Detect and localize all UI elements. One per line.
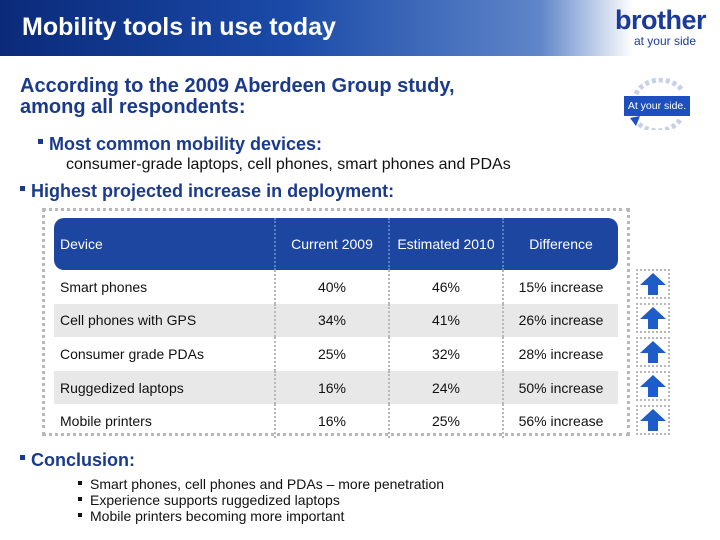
table-header-row: Device Current 2009 Estimated 2010 Diffe… <box>54 218 618 270</box>
bullet-conclusion-label: Conclusion: <box>31 450 135 470</box>
subtitle-line-2: among all respondents: <box>20 96 246 118</box>
up-arrow-icon <box>636 371 670 401</box>
cell-difference: 56% increase <box>502 404 618 438</box>
up-arrow-icon <box>636 303 670 333</box>
cell-estimated: 24% <box>388 370 503 405</box>
logo-tagline: at your side <box>633 34 696 48</box>
cell-estimated: 32% <box>388 337 503 371</box>
brother-logo: brother at your side <box>596 5 707 48</box>
at-your-side-badge: At your side. <box>622 78 694 130</box>
list-item-text: Smart phones, cell phones and PDAs – mor… <box>90 476 445 492</box>
cell-device: Consumer grade PDAs <box>60 345 204 362</box>
cell-device: Smart phones <box>60 278 148 295</box>
table-row: Smart phones 40% 46% 15% increase <box>54 270 618 304</box>
cell-device: Ruggedized laptops <box>54 370 275 405</box>
header-estimated-2010: Estimated 2010 <box>388 218 503 270</box>
up-arrow-icon <box>636 269 670 299</box>
bullet-most-common: Most common mobility devices: <box>38 134 322 155</box>
cell-current: 25% <box>274 337 389 371</box>
cell-estimated: 41% <box>388 303 503 338</box>
cell-difference: 15% increase <box>502 270 618 304</box>
subtitle-line-1: According to the 2009 Aberdeen Group stu… <box>20 75 455 97</box>
header-current-2009: Current 2009 <box>274 218 389 270</box>
cell-difference: 50% increase <box>502 370 618 405</box>
header-device: Device <box>54 218 275 270</box>
bullet-most-common-detail: consumer-grade laptops, cell phones, sma… <box>66 156 511 173</box>
bullet-most-common-label: Most common mobility devices: <box>49 134 323 154</box>
bullet-square-icon <box>78 481 82 486</box>
badge-label: At your side. <box>624 96 690 116</box>
header-difference: Difference <box>502 218 618 270</box>
cell-device: Mobile printers <box>60 413 152 430</box>
title-bar: Mobility tools in use today brother at y… <box>0 0 720 56</box>
cell-difference: 28% increase <box>502 337 618 371</box>
bullet-conclusion: Conclusion: <box>20 450 135 471</box>
bullet-highest-increase-label: Highest projected increase in deployment… <box>31 181 395 201</box>
bullet-square-icon <box>20 185 25 191</box>
logo-brand: brother <box>615 5 707 35</box>
list-item: Experience supports ruggedized laptops <box>78 492 444 508</box>
table-row: Consumer grade PDAs 25% 32% 28% increase <box>54 337 618 371</box>
bullet-square-icon <box>20 454 25 460</box>
circular-arrow-icon <box>630 78 684 130</box>
cell-estimated: 46% <box>388 270 503 304</box>
up-arrow-icon <box>636 337 670 367</box>
table-row: Ruggedized laptops 16% 24% 50% increase <box>54 370 618 405</box>
list-item: Mobile printers becoming more important <box>78 508 444 524</box>
deployment-table: Device Current 2009 Estimated 2010 Diffe… <box>54 218 618 438</box>
list-item-text: Mobile printers becoming more important <box>90 508 345 524</box>
page-title: Mobility tools in use today <box>22 13 336 41</box>
bullet-square-icon <box>38 138 43 144</box>
cell-device: Cell phones with GPS <box>54 303 275 338</box>
conclusion-list: Smart phones, cell phones and PDAs – mor… <box>78 476 444 524</box>
bullet-highest-increase: Highest projected increase in deployment… <box>20 181 394 202</box>
up-arrow-icon <box>636 405 670 435</box>
table-row: Mobile printers 16% 25% 56% increase <box>54 404 618 438</box>
cell-difference: 26% increase <box>502 303 618 338</box>
cell-current: 16% <box>274 404 389 438</box>
cell-current: 16% <box>274 370 389 405</box>
bullet-square-icon <box>78 513 82 518</box>
bullet-square-icon <box>78 497 82 502</box>
cell-estimated: 25% <box>388 404 503 438</box>
cell-current: 40% <box>274 270 389 304</box>
list-item: Smart phones, cell phones and PDAs – mor… <box>78 476 444 492</box>
list-item-text: Experience supports ruggedized laptops <box>90 492 340 508</box>
table-row: Cell phones with GPS 34% 41% 26% increas… <box>54 303 618 338</box>
cell-current: 34% <box>274 303 389 338</box>
study-subtitle: According to the 2009 Aberdeen Group stu… <box>20 76 580 118</box>
